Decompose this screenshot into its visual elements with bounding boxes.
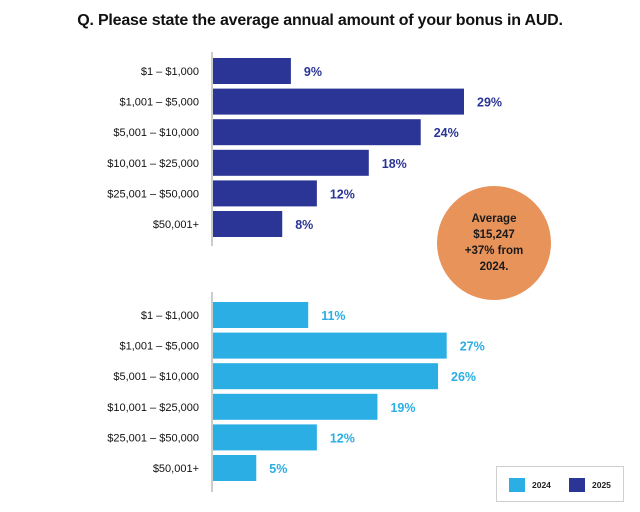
value-label-2024-0: 11% <box>321 309 345 323</box>
legend-label-2025: 2025 <box>592 480 611 490</box>
badge-line-3: +37% from <box>464 245 524 257</box>
category-label-2024-2: $5,001 – $10,000 <box>113 371 199 383</box>
legend-item-2024: 2024 <box>509 478 551 492</box>
bar-2025-0 <box>213 58 291 84</box>
bar-2025-1 <box>213 88 464 115</box>
category-label-2024-5: $50,001+ <box>153 463 199 475</box>
value-label-2025-1: 29% <box>477 96 502 110</box>
bar-2024-4 <box>213 424 317 451</box>
average-badge: Average $15,247 +37% from 2024. <box>437 186 551 300</box>
bar-2024-1 <box>213 332 447 359</box>
badge-line-2: $15,247 <box>473 229 515 241</box>
category-label-2025-4: $25,001 – $50,000 <box>107 188 199 200</box>
badge-line-4: 2024. <box>479 261 509 273</box>
legend-swatch-2024 <box>509 478 525 492</box>
legend: 2024 2025 <box>496 466 624 502</box>
chart-title: Q. Please state the average annual amoun… <box>77 12 563 29</box>
value-label-2025-0: 9% <box>304 65 322 79</box>
bar-2024-3 <box>213 393 378 420</box>
category-label-2025-3: $10,001 – $25,000 <box>107 158 199 170</box>
bar-2024-5 <box>213 455 257 481</box>
value-label-2025-4: 12% <box>330 187 355 201</box>
value-label-2024-1: 27% <box>460 340 485 354</box>
value-label-2025-3: 18% <box>382 157 407 171</box>
badge-line-1: Average <box>471 213 517 225</box>
bar-2025-4 <box>213 180 317 207</box>
category-label-2025-2: $5,001 – $10,000 <box>113 127 199 139</box>
bar-2025-3 <box>213 149 369 176</box>
category-label-2024-3: $10,001 – $25,000 <box>107 402 199 414</box>
category-label-2024-4: $25,001 – $50,000 <box>107 432 199 444</box>
category-label-2025-0: $1 – $1,000 <box>141 66 199 78</box>
value-label-2024-5: 5% <box>269 462 287 476</box>
value-label-2024-4: 12% <box>330 431 355 445</box>
category-label-2025-5: $50,001+ <box>153 219 199 231</box>
value-label-2025-5: 8% <box>295 218 313 232</box>
value-label-2024-3: 19% <box>390 401 415 415</box>
category-label-2024-1: $1,001 – $5,000 <box>119 341 199 353</box>
value-label-2024-2: 26% <box>451 370 476 384</box>
legend-item-2025: 2025 <box>569 478 611 492</box>
bar-2024-2 <box>213 363 439 390</box>
value-label-2025-2: 24% <box>434 126 459 140</box>
legend-label-2024: 2024 <box>532 480 551 490</box>
bar-2025-5 <box>213 211 283 237</box>
category-label-2024-0: $1 – $1,000 <box>141 310 199 322</box>
bar-2025-2 <box>213 119 421 146</box>
legend-swatch-2025 <box>569 478 585 492</box>
bar-2024-0 <box>213 302 309 328</box>
category-label-2025-1: $1,001 – $5,000 <box>119 97 199 109</box>
